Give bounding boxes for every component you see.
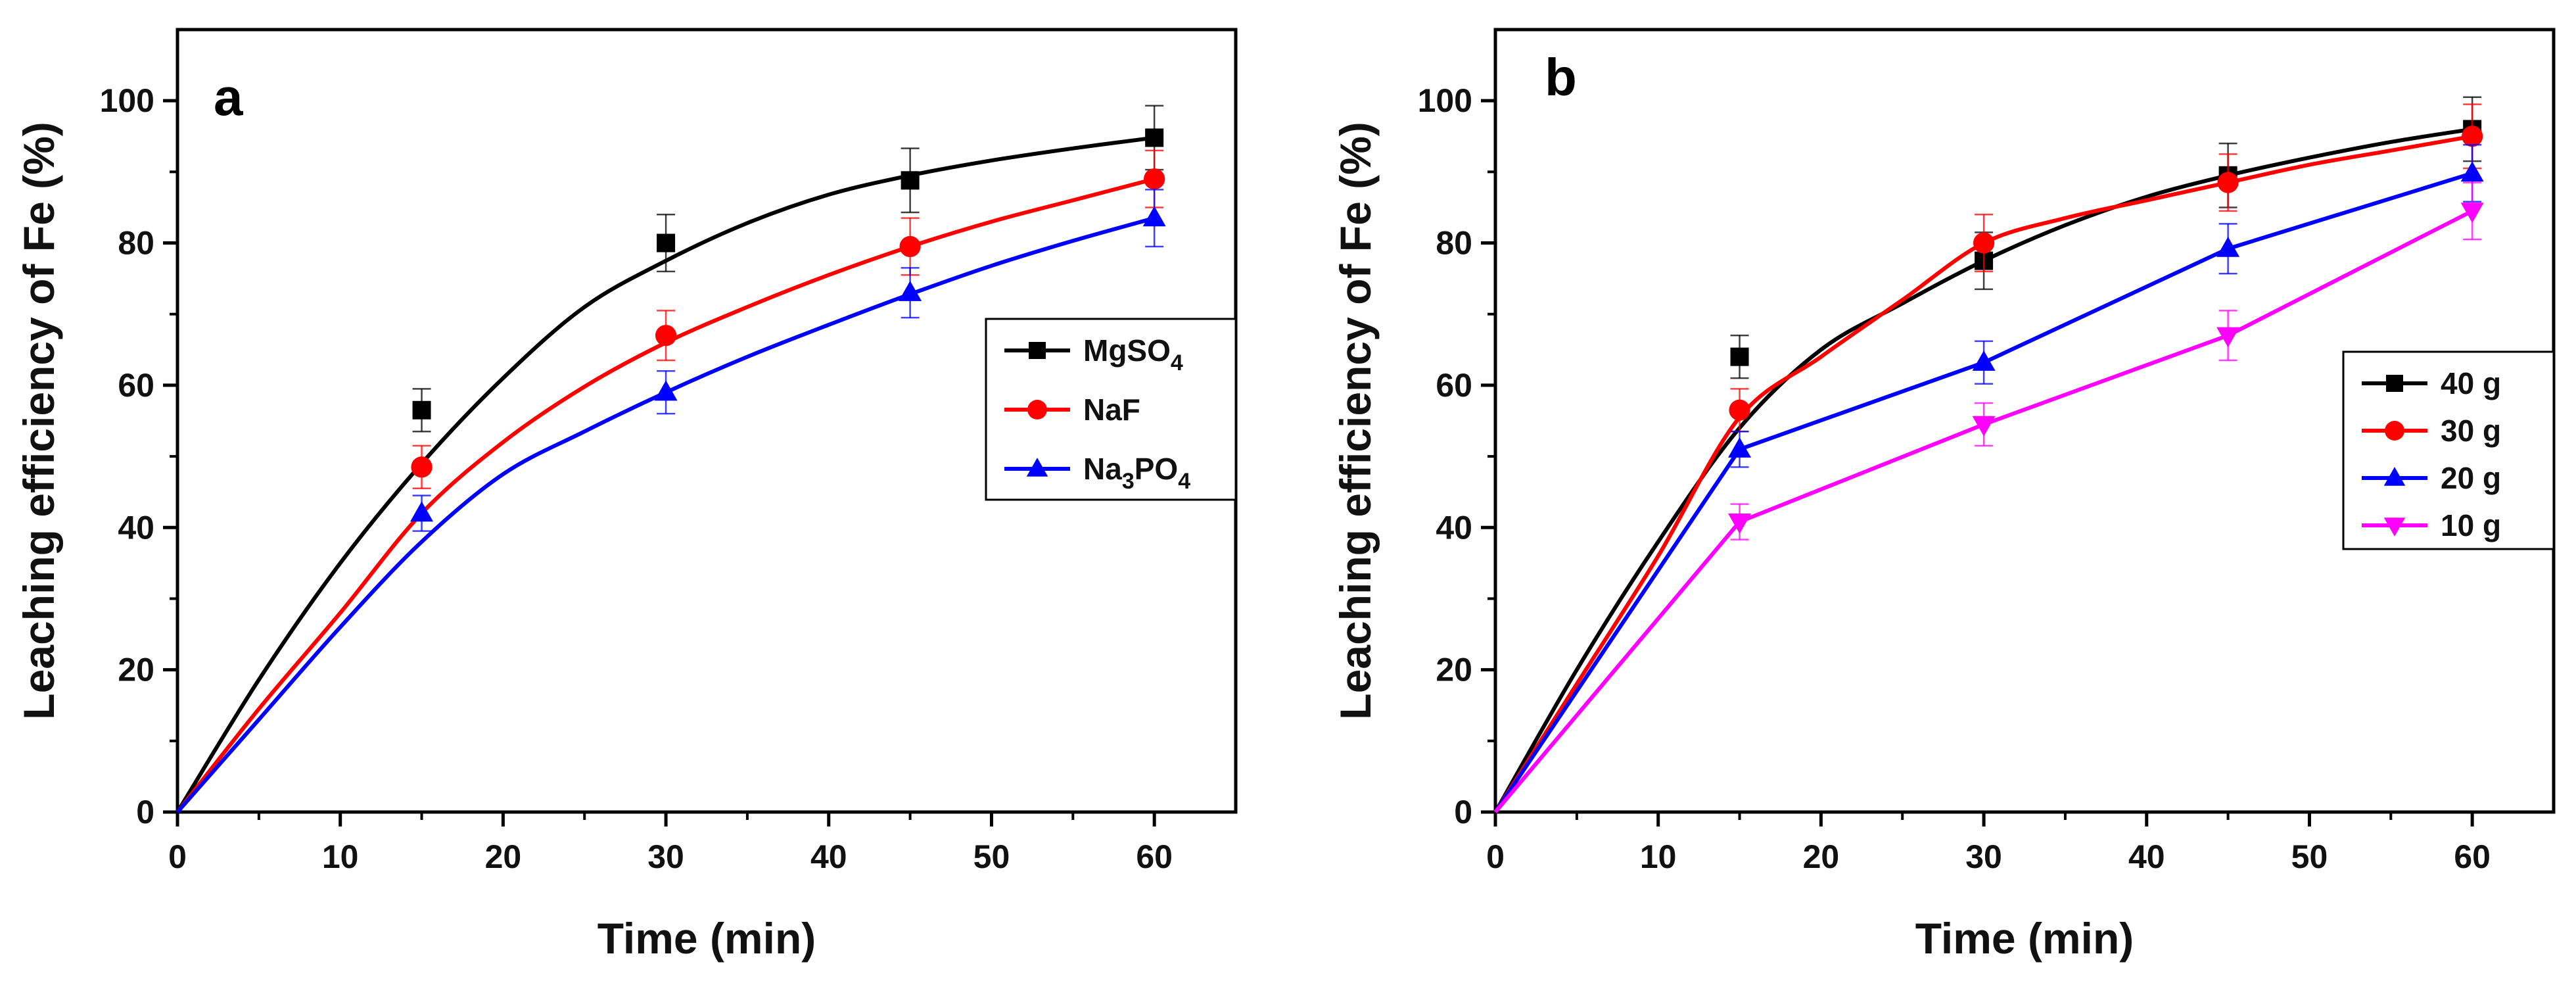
x-tick-label: 20 [1803,838,1840,875]
x-tick-label: 60 [1136,838,1173,875]
legend-marker [1029,342,1046,359]
x-tick-label: 50 [2291,838,2328,875]
legend-label: NaF [1083,393,1140,427]
data-point [1972,416,1996,437]
data-point [655,325,677,347]
y-tick-label: 80 [118,225,154,262]
legend-marker [2385,421,2404,441]
x-tick-label: 40 [2128,838,2165,875]
data-point [1730,347,1749,366]
legend-marker [1026,458,1048,477]
panel-a: 0 10 20 30 40 50 60020406080100MgSO4NaFNa3PO4 … [14,28,1238,963]
data-point [2460,203,2484,224]
data-point [1728,514,1752,534]
data-point [1142,206,1166,227]
data-point [410,501,434,522]
y-tick-label: 40 [118,509,154,546]
data-point [1144,168,1165,190]
series-20-g [1493,144,2484,813]
data-point [411,456,433,478]
legend-label: MgSO4 [1083,333,1183,375]
series-10-g [1493,181,2484,813]
legend-label: Na3PO4 [1083,452,1190,494]
series-naf [176,149,1165,813]
legend-marker [2383,467,2406,486]
y-tick-label: 0 [136,794,154,830]
legend-marker [2383,517,2406,537]
series-line [176,216,1155,813]
legend-label: 20 g [2441,461,2501,495]
legend: MgSO4 NaF Na3PO4 [985,318,1237,501]
y-tick-label: 80 [1436,225,1472,262]
y-tick-label: 60 [118,367,154,404]
series-line [1493,134,2473,813]
x-axis-title: Time (min) [1915,914,2134,963]
legend-marker [1027,400,1047,420]
series-40-g [1493,96,2482,813]
legend-label: 40 g [2441,366,2501,400]
y-tick-label: 20 [118,652,154,688]
x-tick-label: 0 [168,838,187,875]
y-tick-label: 100 [1418,82,1472,119]
panel-label: b [1545,48,1577,107]
series-na3po4 [176,189,1166,813]
data-point [2460,161,2484,182]
data-point [1973,232,1995,254]
series-line [1493,209,2473,813]
series-line [1493,127,2473,813]
x-tick-label: 50 [973,838,1010,875]
y-axis-title: Leaching efficiency of Fe (%) [14,122,63,720]
y-tick-label: 20 [1436,652,1472,688]
x-tick-label: 60 [2454,838,2491,875]
y-tick-label: 100 [100,82,154,119]
x-tick-label: 30 [1965,838,2002,875]
series-mgso4 [176,105,1164,813]
x-tick-label: 20 [485,838,522,875]
legend: 40 g 30 g 20 g 10 g [2342,350,2555,550]
x-tick-label: 30 [647,838,684,875]
data-point [412,400,431,420]
data-point [1728,437,1752,458]
y-tick-label: 0 [1454,794,1472,830]
x-tick-label: 10 [322,838,359,875]
data-point [1972,350,1996,371]
series-30-g [1493,103,2483,813]
y-tick-label: 60 [1436,367,1472,404]
data-point [2216,327,2240,348]
x-axis-title: Time (min) [597,914,816,963]
data-point [2216,237,2240,257]
data-point [1729,399,1750,421]
panel-label: a [214,68,243,126]
x-tick-label: 0 [1486,838,1505,875]
series-line [176,135,1155,813]
data-point [657,233,676,252]
series-line [176,177,1155,813]
y-tick-label: 40 [1436,509,1472,546]
legend-label: 30 g [2441,414,2501,448]
data-point [2462,126,2483,147]
legend-label: 10 g [2441,508,2501,542]
data-point [2217,172,2239,193]
data-point [1145,128,1164,147]
x-tick-label: 10 [1640,838,1677,875]
legend-marker [2386,375,2403,392]
panel-b: 0 10 20 30 40 50 60 0 20 40 60 80 100 40 g 30 g 20 g 10 … [1331,28,2556,963]
data-point [899,281,922,301]
x-tick-label: 40 [810,838,847,875]
data-point [899,235,921,258]
y-axis-title: Leaching efficiency of Fe (%) [1331,122,1380,720]
data-point [654,380,678,401]
data-point [901,171,920,190]
